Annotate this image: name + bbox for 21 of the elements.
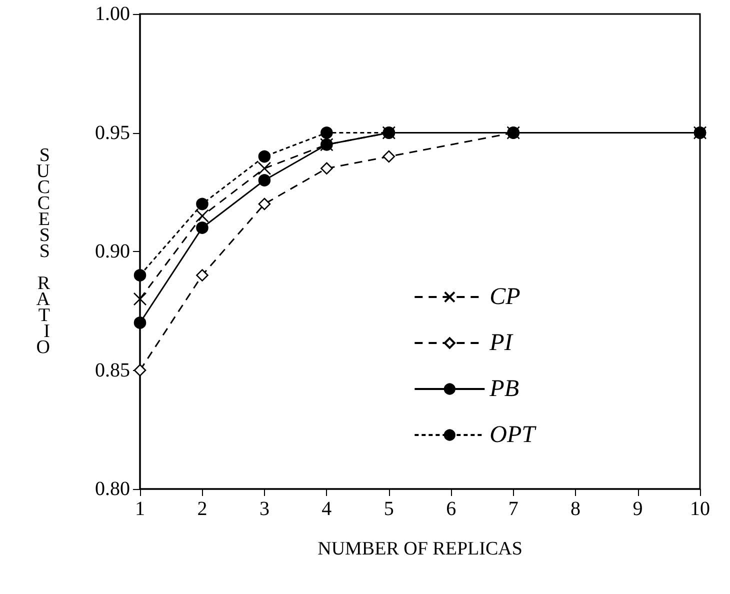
x-tick-label: 1 xyxy=(135,498,145,520)
legend-label: CP xyxy=(490,284,521,310)
y-tick-label: 1.00 xyxy=(95,3,130,25)
x-tick-label: 7 xyxy=(508,498,518,520)
x-tick-label: 9 xyxy=(632,498,643,520)
x-tick-label: 2 xyxy=(197,498,208,520)
y-tick-label: 0.85 xyxy=(95,359,130,382)
x-tick-label: 8 xyxy=(570,498,581,520)
x-tick-label: 10 xyxy=(690,498,710,520)
x-tick-label: 6 xyxy=(446,498,456,520)
y-tick-label: 0.80 xyxy=(95,478,130,500)
x-tick-label: 4 xyxy=(322,498,332,520)
x-tick-label: 3 xyxy=(259,498,270,520)
x-axis-title: NUMBER OF REPLICAS xyxy=(318,538,522,560)
legend-label: PI xyxy=(488,330,514,356)
text: SUCCESS RATIO xyxy=(36,145,50,358)
legend-label: OPT xyxy=(490,422,537,448)
y-tick-label: 0.95 xyxy=(95,122,130,144)
y-tick-label: 0.90 xyxy=(95,240,130,262)
legend-label: PB xyxy=(488,376,520,402)
x-tick-label: 5 xyxy=(384,498,394,520)
